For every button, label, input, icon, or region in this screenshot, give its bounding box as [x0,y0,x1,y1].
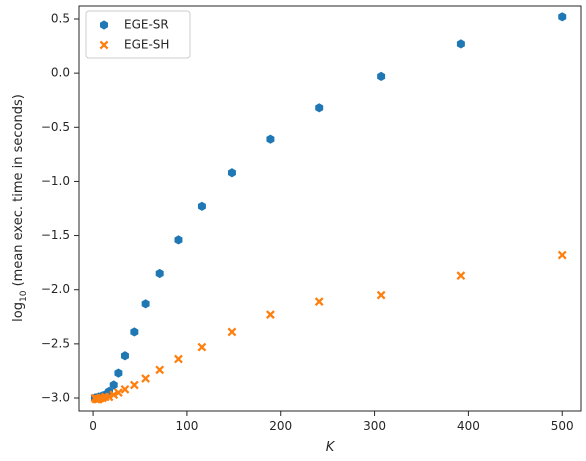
data-point [314,297,324,307]
data-point [266,134,275,144]
data-point [174,354,183,364]
plot-area [78,5,582,412]
data-point [376,290,386,300]
data-point [558,12,567,22]
data-point [315,103,324,113]
data-point [141,374,151,383]
data-point [130,327,139,337]
data-point [120,384,130,394]
data-point [456,271,466,281]
data-series [90,12,567,404]
x-tick-label: 0 [89,419,97,433]
data-point [155,268,164,279]
y-tick-label: 0.5 [51,11,70,25]
data-point [141,299,150,309]
x-tick-label: 400 [457,419,480,433]
legend-marker-point [99,40,109,50]
data-point [227,327,237,337]
y-tick-label: −3.0 [41,391,70,405]
data-point [266,310,275,320]
y-axis-ticks: −3.0 −2.5 −2.0 −1.5 −1.0 −0.5 0.0 0.5 [41,11,79,405]
data-point [114,388,123,397]
y-tick-label: −1.0 [41,174,70,188]
legend-box [85,10,191,59]
data-point [120,351,129,361]
y-axis-label: log10 (mean exec. time in seconds) [11,94,29,322]
data-point [129,380,139,390]
data-point [109,380,118,390]
legend-marker-ege-sh [99,40,109,50]
legend-label-ege-sh: EGE-SH [124,38,169,52]
legend-marker-point [100,20,108,30]
y-tick-label: −1.5 [41,228,70,242]
y-tick-label: −2.0 [41,282,70,296]
data-point [197,201,206,211]
data-point [456,39,465,49]
x-tick-label: 300 [363,419,386,433]
x-axis-label: K [326,440,336,455]
data-point [377,71,386,81]
data-point [155,365,165,375]
data-point [227,168,236,178]
x-tick-label: 100 [175,419,198,433]
x-tick-label: 200 [269,419,292,433]
x-axis-ticks: 0 100 200 300 400 500 [89,411,574,433]
data-point [197,342,207,352]
legend-label-ege-sr: EGE-SR [124,18,169,32]
y-tick-label: −2.5 [41,336,70,350]
x-tick-label: 500 [551,419,574,433]
data-point [114,368,123,378]
data-point [174,235,183,245]
legend-marker-ege-sr [100,20,108,30]
data-point [104,392,114,402]
data-point [109,390,119,400]
y-tick-label: 0.0 [51,66,70,80]
series-ege-sh [90,250,567,404]
y-tick-label: −0.5 [41,120,70,134]
legend: EGE-SR EGE-SH [85,10,191,59]
data-point [557,250,567,260]
